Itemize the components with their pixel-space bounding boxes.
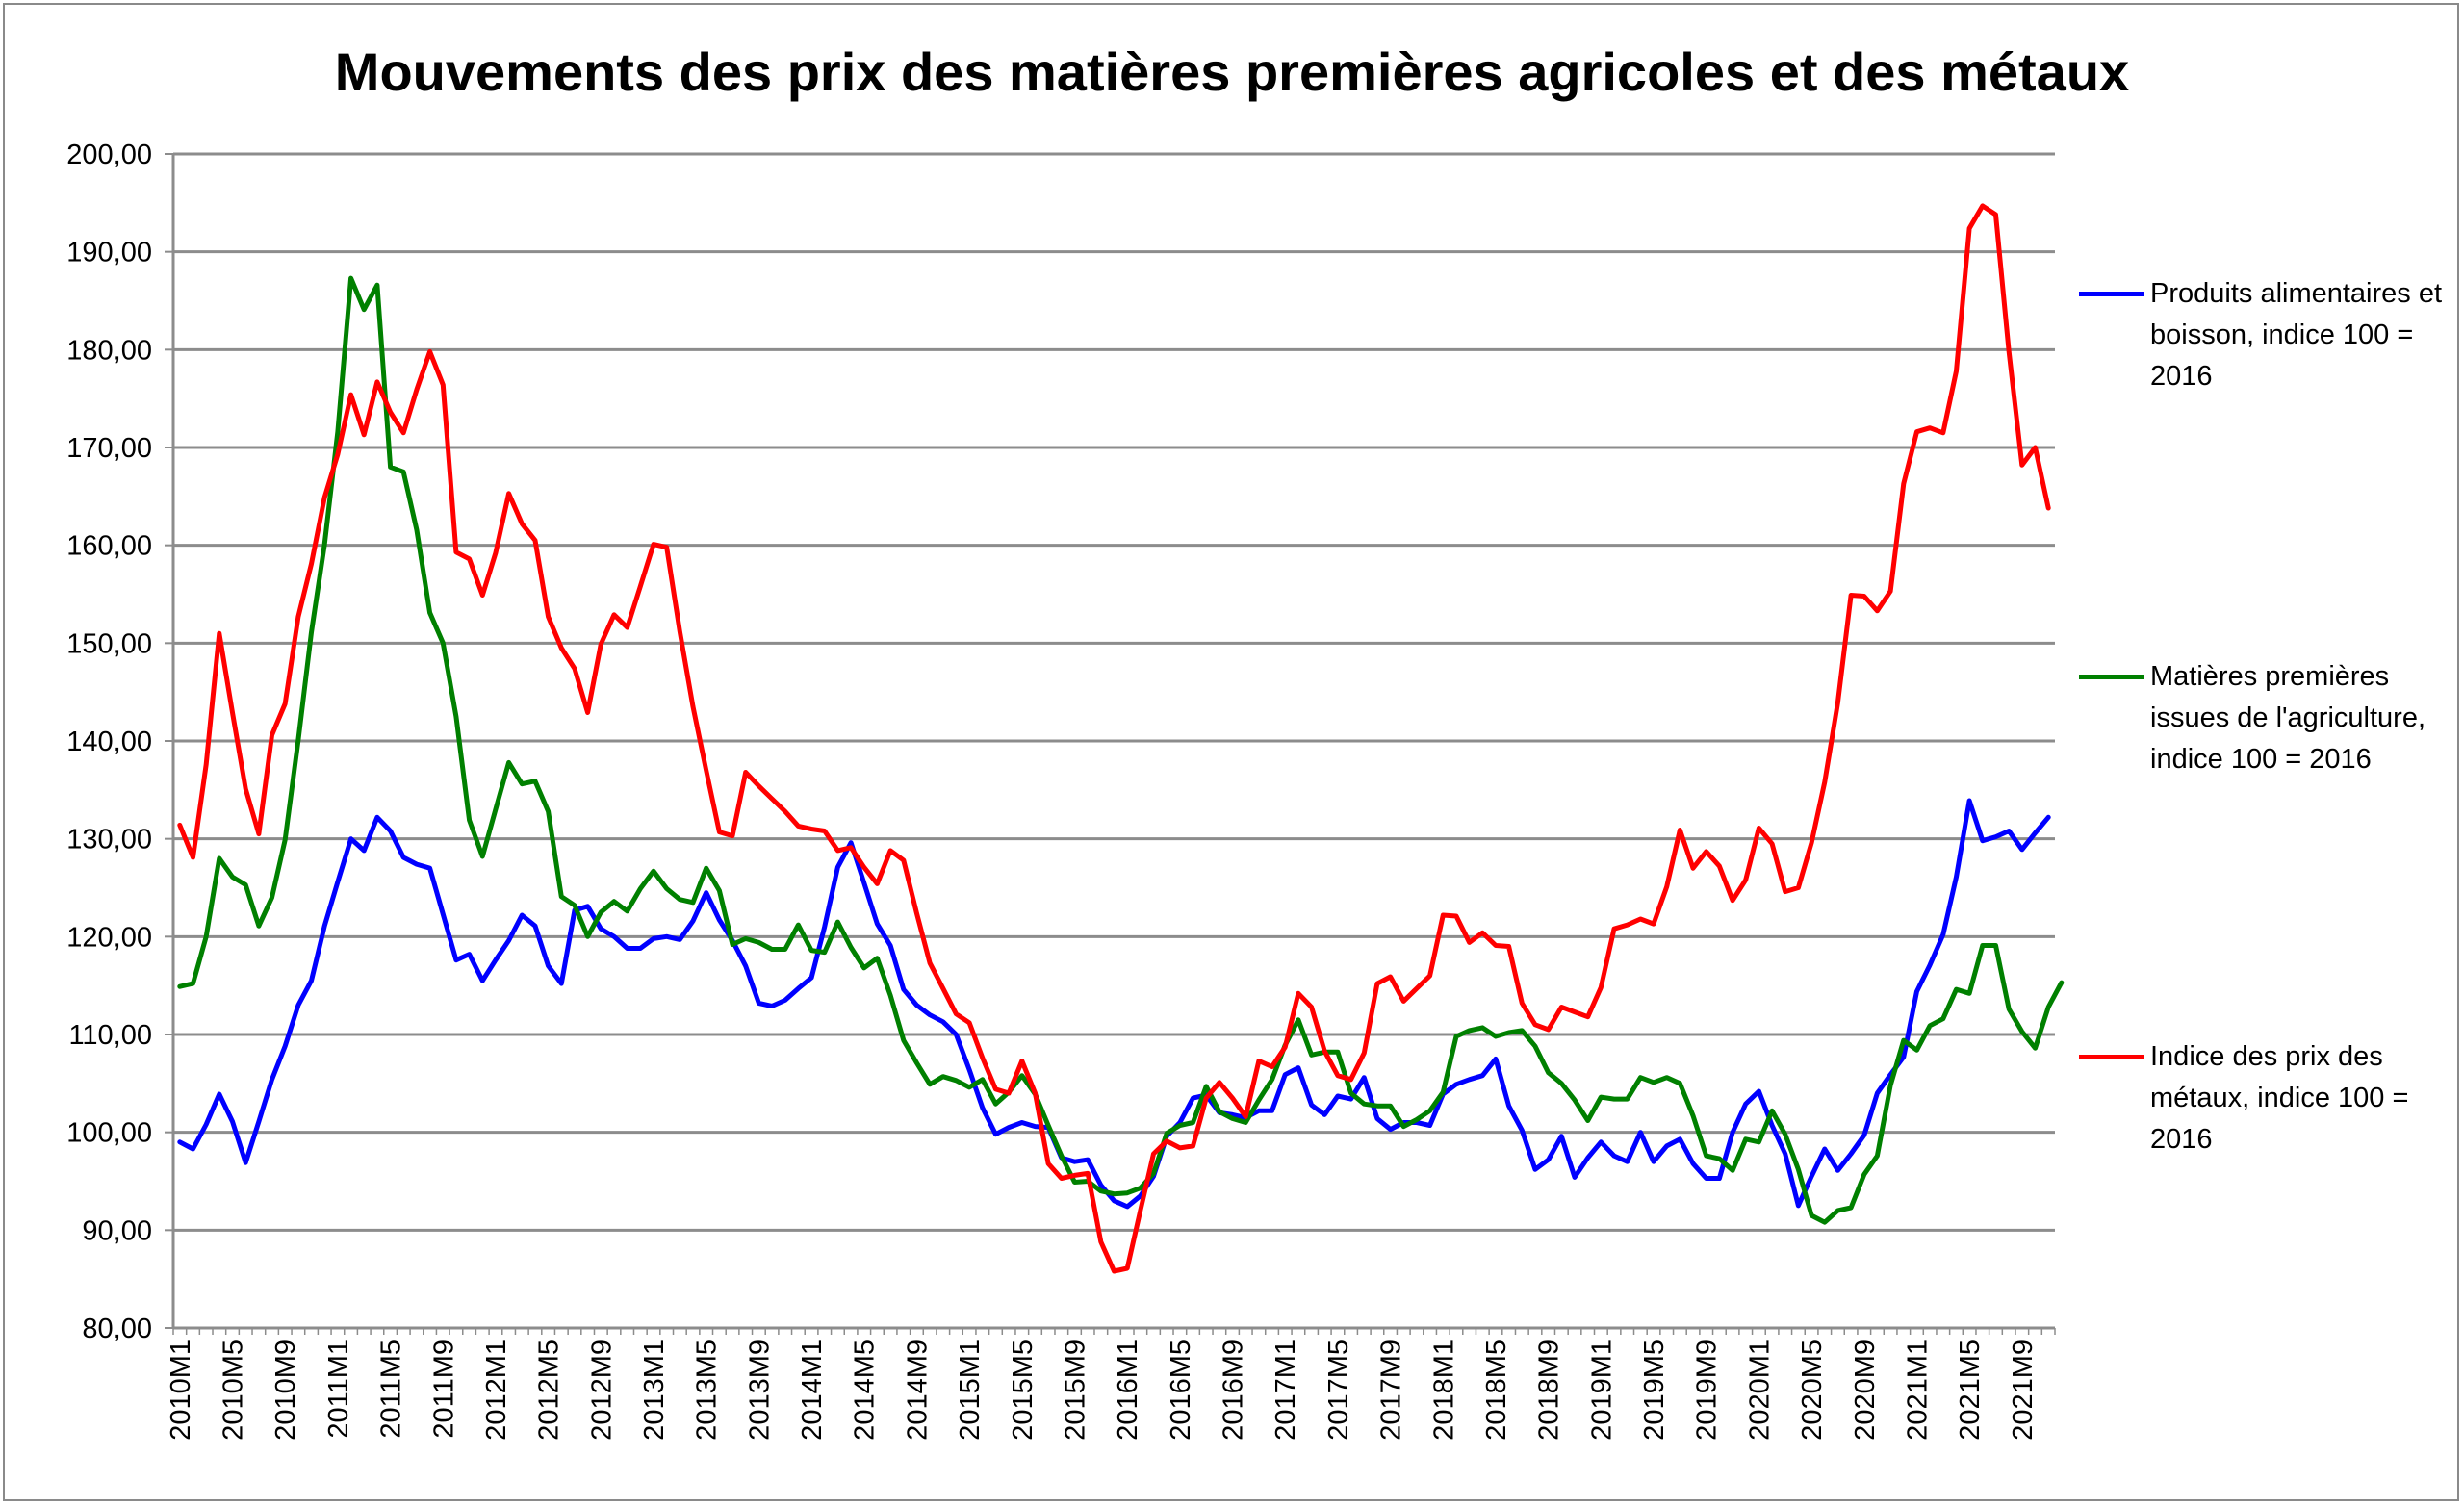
x-tick-label: 2018M9: [1534, 1340, 1565, 1441]
y-tick-label: 190,00: [66, 238, 152, 268]
x-tick-label: 2013M1: [639, 1340, 670, 1441]
y-tick-label: 80,00: [82, 1314, 152, 1344]
x-tick-label: 2020M9: [1850, 1340, 1881, 1441]
x-tick-label: 2017M1: [1270, 1340, 1301, 1441]
x-tick-label: 2016M9: [1219, 1340, 1249, 1441]
legend-swatch: [2079, 292, 2144, 296]
x-tick-label: 2020M5: [1797, 1340, 1828, 1441]
series-line-3: [177, 203, 2051, 1274]
y-axis-ticks: 80,00 90,00 100,00 110,00 120,00 130,00 140,00…: [66, 140, 173, 1344]
legend-label: Produits alimentaires et boisson, indice…: [2150, 278, 2443, 392]
x-tick-label: 2013M5: [692, 1340, 723, 1441]
chart-title: Mouvements des prix des matières premièr…: [334, 41, 2130, 102]
y-tick-label: 90,00: [82, 1215, 152, 1246]
x-tick-label: 2019M1: [1586, 1340, 1617, 1441]
y-tick-label: 140,00: [66, 727, 152, 757]
x-tick-label: 2021M9: [2008, 1340, 2039, 1441]
x-tick-label: 2017M5: [1323, 1340, 1354, 1441]
x-tick-label: 2013M9: [744, 1340, 775, 1441]
x-tick-label: 2014M1: [797, 1340, 828, 1441]
x-tick-label: 2021M5: [1955, 1340, 1986, 1441]
x-tick-label: 2018M1: [1428, 1340, 1459, 1441]
y-tick-label: 120,00: [66, 922, 152, 953]
x-tick-label: 2014M9: [902, 1340, 933, 1441]
x-tick-label: 2021M1: [1902, 1340, 1933, 1441]
x-tick-label: 2015M5: [1008, 1340, 1039, 1441]
x-tick-label: 2011M1: [323, 1340, 354, 1439]
legend-swatch: [2079, 675, 2144, 679]
x-axis-ticks: 2010M1 2010M5 2010M9 2011M1 2011M5 2011M9 2012…: [166, 1328, 2056, 1441]
gridlines: [173, 152, 2055, 1232]
x-tick-label: 2019M9: [1692, 1340, 1723, 1441]
y-tick-label: 150,00: [66, 628, 152, 659]
series-lines: [177, 203, 2065, 1274]
y-tick-label: 170,00: [66, 433, 152, 464]
x-tick-label: 2016M1: [1113, 1340, 1143, 1441]
x-tick-label: 2011M9: [428, 1340, 459, 1439]
x-tick-label: 2015M1: [955, 1340, 986, 1441]
legend-swatch: [2079, 1055, 2144, 1059]
y-tick-label: 130,00: [66, 825, 152, 855]
x-tick-label: 2011M5: [376, 1340, 407, 1439]
x-tick-label: 2015M9: [1060, 1340, 1091, 1441]
x-tick-label: 2012M5: [534, 1340, 565, 1441]
x-tick-label: 2020M1: [1744, 1340, 1775, 1441]
y-tick-label: 200,00: [66, 140, 152, 170]
x-tick-label: 2010M5: [218, 1340, 249, 1441]
x-tick-label: 2017M9: [1376, 1340, 1407, 1441]
x-tick-label: 2014M5: [850, 1340, 881, 1441]
legend-label: Matières premières issues de l'agricultu…: [2150, 661, 2426, 775]
x-tick-label: 2012M1: [481, 1340, 512, 1441]
x-tick-label: 2016M5: [1166, 1340, 1196, 1441]
x-tick-label: 2010M1: [166, 1340, 196, 1441]
x-tick-label: 2010M9: [270, 1340, 301, 1441]
y-tick-label: 100,00: [66, 1118, 152, 1149]
x-tick-label: 2012M9: [586, 1340, 617, 1441]
y-tick-label: 180,00: [66, 335, 152, 366]
y-tick-label: 110,00: [68, 1020, 152, 1051]
series-line-2: [177, 275, 2065, 1225]
series-line-1: [177, 798, 2051, 1210]
legend-label: Indice des prix des métaux, indice 100 =…: [2150, 1041, 2409, 1155]
axes: [171, 154, 2055, 1330]
x-tick-label: 2019M5: [1639, 1340, 1670, 1441]
x-tick-label: 2018M5: [1481, 1340, 1512, 1441]
y-tick-label: 160,00: [66, 531, 152, 562]
